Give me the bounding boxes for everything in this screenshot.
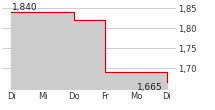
Text: 1,665: 1,665 xyxy=(137,83,163,92)
Polygon shape xyxy=(11,12,167,90)
Text: 1,840: 1,840 xyxy=(12,3,38,12)
